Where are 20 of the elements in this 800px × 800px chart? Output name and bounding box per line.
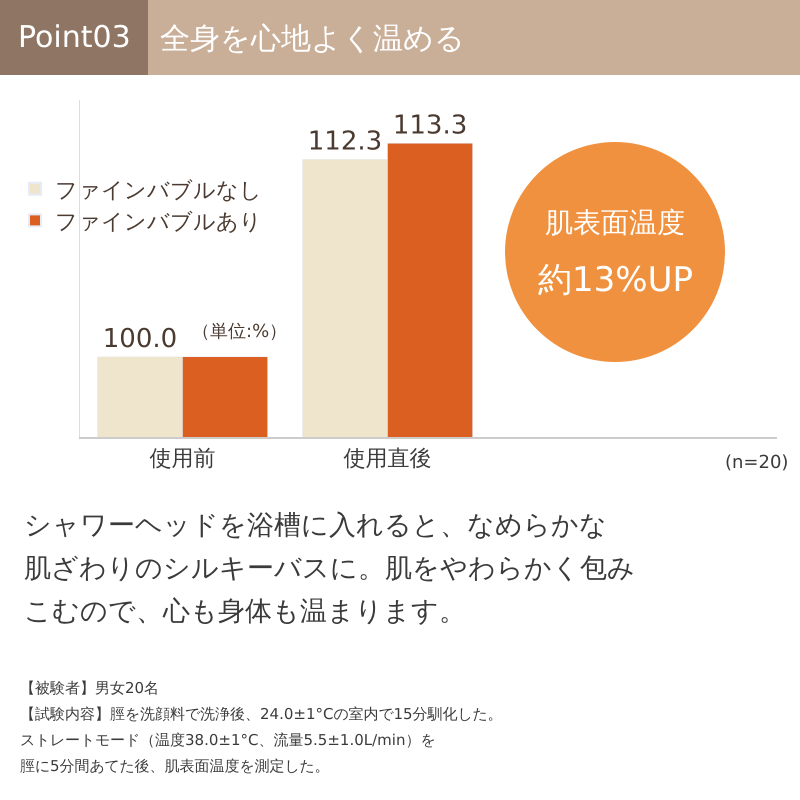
annotation: （単位:%） [192, 321, 288, 342]
data-label: 112.3 [308, 126, 382, 156]
legend-label: ファインバブルあり [55, 210, 262, 235]
x-tick-label: 使用直後 [344, 446, 432, 472]
data-label: 113.3 [392, 110, 468, 140]
text: 【試験内容】脛を洗顔料で洗浄後、24.0±1°Cの室内で15分馴化した。 [20, 705, 503, 723]
text: 肌ざわりのシルキーバスに。肌をやわらかく包み [24, 553, 635, 584]
text: 【被験者】男女20名 [20, 679, 160, 697]
text: 肌表面温度 [545, 206, 685, 239]
chart-title: 全身を心地よく温める [160, 22, 465, 56]
text: こむので、心も身体も温まります。 [24, 596, 466, 627]
text: ストレートモード（温度38.0±1°C、流量5.5±1.0L/min）を [20, 731, 436, 749]
text: 約13%UP [538, 260, 693, 300]
text: シャワーヘッドを浴槽に入れると、なめらかな [24, 510, 607, 541]
text: 脛に5分間あてた後、肌表面温度を測定した。 [20, 757, 330, 775]
text: (n=20) [725, 452, 788, 473]
legend-label: ファインバブルなし [55, 178, 262, 204]
data-label: 100.0 [102, 324, 178, 354]
text: Point03 [18, 20, 131, 55]
x-tick-label: 使用前 [150, 446, 216, 472]
